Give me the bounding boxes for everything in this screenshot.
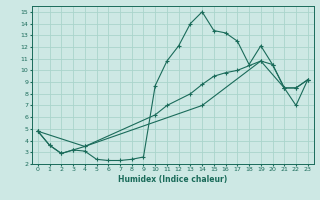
X-axis label: Humidex (Indice chaleur): Humidex (Indice chaleur) (118, 175, 228, 184)
